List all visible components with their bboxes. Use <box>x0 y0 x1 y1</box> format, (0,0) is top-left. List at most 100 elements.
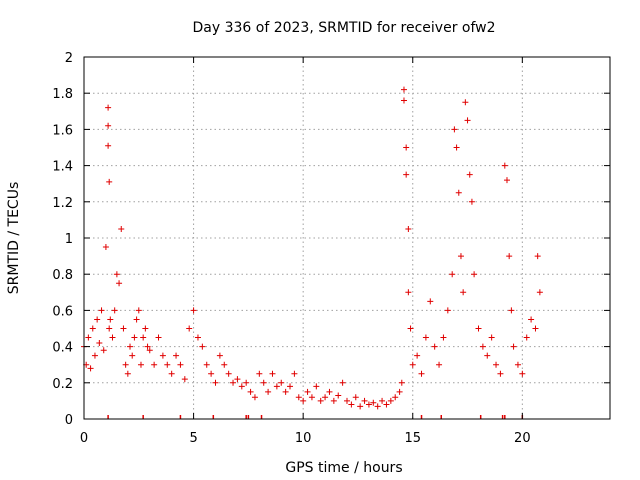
y-tick-label: 1.6 <box>52 123 73 138</box>
data-point <box>107 316 114 323</box>
data-point <box>453 144 460 151</box>
data-point <box>444 307 451 314</box>
data-point <box>392 394 399 401</box>
data-point <box>506 253 513 260</box>
grid-lines <box>84 57 610 419</box>
data-point <box>308 394 315 401</box>
data-point <box>105 104 112 111</box>
data-point <box>451 126 458 133</box>
data-point <box>352 394 359 401</box>
data-point <box>396 388 403 395</box>
x-tick-label: 10 <box>295 431 312 446</box>
data-point <box>127 343 134 350</box>
data-point <box>151 361 158 368</box>
data-point <box>317 397 324 404</box>
data-point <box>462 99 469 106</box>
data-point <box>282 388 289 395</box>
y-tick-label: 1.8 <box>52 87 73 102</box>
data-point <box>85 334 92 341</box>
data-point <box>403 171 410 178</box>
data-point <box>383 401 390 408</box>
data-point <box>105 142 112 149</box>
data-point <box>536 289 543 296</box>
data-point <box>514 361 521 368</box>
data-point <box>379 397 386 404</box>
y-tick-label: 1.2 <box>52 196 73 211</box>
data-point <box>440 334 447 341</box>
data-point <box>131 334 138 341</box>
x-tick-label: 20 <box>514 431 531 446</box>
data-point <box>168 370 175 377</box>
data-point <box>348 401 355 408</box>
data-point <box>400 97 407 104</box>
data-point <box>199 343 206 350</box>
data-point <box>532 325 539 332</box>
data-point <box>300 397 307 404</box>
data-point <box>256 370 263 377</box>
tick-labels: 00.20.40.60.811.21.41.61.820 5 10 15 20 <box>52 51 530 446</box>
data-point <box>133 316 140 323</box>
data-point <box>102 244 109 251</box>
data-point <box>278 379 285 386</box>
data-point <box>243 379 250 386</box>
data-point <box>111 307 118 314</box>
data-point <box>105 122 112 129</box>
data-point <box>269 370 276 377</box>
data-point <box>510 343 517 350</box>
data-point <box>431 343 438 350</box>
data-point <box>120 325 127 332</box>
data-point <box>484 352 491 359</box>
data-point <box>534 253 541 260</box>
data-point <box>238 383 245 390</box>
data-point <box>98 307 105 314</box>
y-tick-label: 0.2 <box>52 377 73 392</box>
data-points <box>81 86 543 419</box>
data-point <box>118 225 125 232</box>
y-tick-label: 0.6 <box>52 304 73 319</box>
data-point <box>335 392 342 399</box>
x-tick-label: 5 <box>189 431 197 446</box>
data-point <box>330 397 337 404</box>
data-point <box>339 379 346 386</box>
data-point <box>144 343 151 350</box>
data-point <box>501 162 508 169</box>
data-point <box>374 403 381 410</box>
y-tick-label: 1 <box>65 232 73 247</box>
y-tick-label: 0 <box>65 413 73 428</box>
data-point <box>190 307 197 314</box>
data-point <box>140 334 147 341</box>
data-point <box>135 307 142 314</box>
data-point <box>155 334 162 341</box>
data-point <box>370 399 377 406</box>
data-point <box>361 397 368 404</box>
data-point <box>208 370 215 377</box>
data-point <box>173 352 180 359</box>
data-point <box>212 379 219 386</box>
y-axis-label: SRMTID / TECUs <box>6 182 22 295</box>
x-tick-label: 15 <box>404 431 421 446</box>
axis-ticks <box>83 56 610 420</box>
data-point <box>137 361 144 368</box>
data-point <box>503 177 510 184</box>
data-point <box>519 370 526 377</box>
data-point <box>216 352 223 359</box>
data-point <box>322 394 329 401</box>
data-point <box>124 370 131 377</box>
data-point <box>344 397 350 404</box>
data-point <box>181 376 188 383</box>
data-point <box>449 271 456 278</box>
data-point <box>475 325 482 332</box>
data-point <box>194 334 201 341</box>
data-point <box>466 171 473 178</box>
data-point <box>418 370 425 377</box>
x-axis-label: GPS time / hours <box>285 460 402 476</box>
data-point <box>146 347 153 354</box>
data-point <box>457 253 464 260</box>
data-point <box>94 316 101 323</box>
data-point <box>273 383 280 390</box>
chart-title: Day 336 of 2023, SRMTID for receiver ofw… <box>192 20 495 36</box>
data-point <box>265 388 272 395</box>
data-point <box>287 383 294 390</box>
data-point <box>493 361 500 368</box>
data-point <box>400 86 407 93</box>
